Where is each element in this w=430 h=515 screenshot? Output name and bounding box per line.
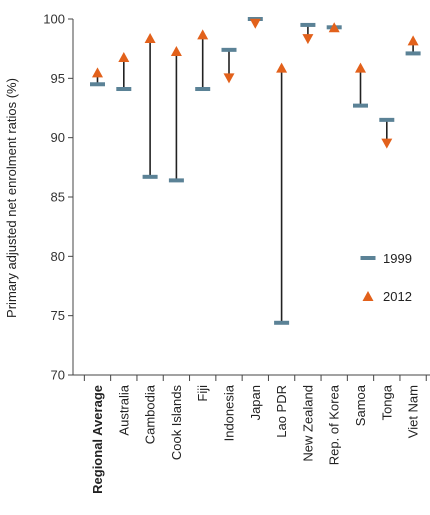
y-tick-label: 80 [51,249,65,264]
data-marks [90,17,421,325]
legend: 1999 2012 [360,251,412,304]
x-category-label: Lao PDR [274,385,289,438]
x-category-label: Tonga [379,384,394,420]
marker-1999 [379,117,395,122]
marker-2012 [223,73,235,84]
marker-1999 [274,320,290,325]
marker-2012 [328,22,340,33]
marker-1999 [195,87,211,92]
legend-label-1999: 1999 [383,251,412,266]
y-tick-label: 100 [43,12,65,27]
legend-label-2012: 2012 [383,289,412,304]
x-category-label: Regional Average [90,385,105,494]
x-category-label: Samoa [353,384,368,426]
y-axis-title: Primary adjusted net enrolment ratios (%… [4,78,19,318]
marker-1999 [221,47,237,52]
marker-2012 [276,62,288,73]
y-tick-label: 90 [51,130,65,145]
marker-2012 [355,62,366,73]
marker-2012 [197,29,209,40]
x-category-label: Fiji [195,385,210,402]
marker-2012 [92,67,103,78]
y-tick-label: 95 [51,71,65,86]
x-category-label: Viet Nam [406,385,421,438]
marker-2012 [381,138,393,149]
marker-2012 [249,18,261,29]
y-tick-label: 85 [51,190,65,205]
change-stems [96,19,414,323]
legend-swatch-2012 [362,291,374,301]
marker-2012 [170,46,182,57]
x-category-label: Australia [116,384,131,435]
y-tick-label: 70 [51,368,65,383]
y-tick-label: 75 [51,308,65,323]
marker-1999 [142,174,158,179]
marker-2012 [118,51,130,62]
marker-1999 [116,87,132,92]
x-category-label: Japan [248,385,263,420]
x-category-label: Indonesia [222,384,237,441]
marker-2012 [302,34,314,45]
x-category-label: Cambodia [143,384,158,444]
marker-2012 [407,35,419,46]
marker-1999 [405,51,421,56]
marker-1999 [168,178,184,183]
y-axis: 70 75 80 85 90 95 100 [43,12,74,383]
marker-1999 [353,103,368,108]
x-category-label: New Zealand [300,385,315,462]
marker-2012 [144,32,156,43]
marker-1999 [90,82,105,87]
x-category-label: Cook Islands [169,385,184,461]
x-axis: Regional Average Australia Cambodia Cook Is… [73,374,430,494]
legend-swatch-1999 [360,256,376,260]
x-category-label: Rep. of Korea [327,384,342,465]
marker-1999 [300,22,316,27]
